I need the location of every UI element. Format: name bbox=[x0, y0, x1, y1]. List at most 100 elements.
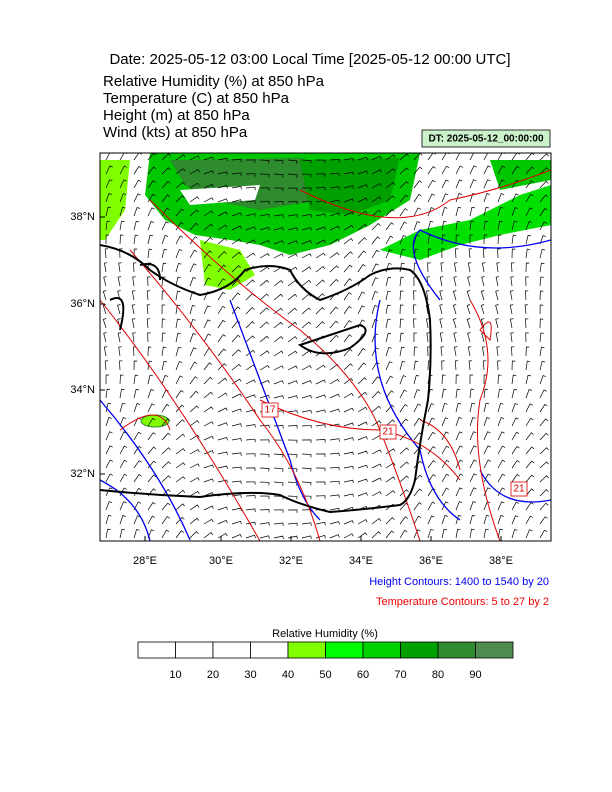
wind-barb bbox=[497, 193, 505, 203]
wind-barb bbox=[357, 492, 368, 497]
wind-barb bbox=[483, 234, 488, 245]
wind-barb bbox=[301, 159, 312, 164]
wind-barb bbox=[482, 360, 487, 371]
wind-barb bbox=[189, 420, 200, 427]
coastline bbox=[100, 244, 432, 514]
field-line: Temperature (C) at 850 hPa bbox=[103, 90, 290, 107]
wind-barb bbox=[399, 489, 409, 497]
wind-barb bbox=[343, 198, 354, 203]
wind-barb bbox=[287, 280, 298, 287]
wind-barb bbox=[454, 248, 459, 259]
wind-barb bbox=[301, 409, 312, 414]
wind-barb bbox=[413, 193, 422, 203]
wind-barb bbox=[119, 360, 123, 371]
wind-barb bbox=[105, 431, 113, 441]
wind-barb bbox=[539, 235, 547, 245]
wind-barb bbox=[371, 391, 381, 399]
wind-barb bbox=[203, 450, 214, 455]
wind-barb bbox=[453, 276, 457, 287]
wind-barb bbox=[329, 265, 339, 273]
wind-barb bbox=[217, 171, 228, 175]
wind-barb bbox=[357, 450, 368, 455]
wind-barb bbox=[399, 389, 407, 399]
wind-barb bbox=[413, 346, 418, 357]
wind-barb bbox=[217, 465, 228, 470]
wind-barb bbox=[525, 446, 535, 455]
wind-barb bbox=[357, 210, 368, 217]
wind-barb bbox=[399, 346, 405, 357]
wind-barb bbox=[399, 221, 407, 231]
wind-barb bbox=[301, 522, 312, 526]
wind-barb bbox=[287, 227, 298, 231]
wind-barb bbox=[245, 226, 256, 231]
wind-barb bbox=[452, 290, 457, 301]
wind-barb bbox=[231, 292, 241, 301]
wind-barb bbox=[539, 418, 549, 427]
wind-barb bbox=[118, 346, 122, 357]
humid-region bbox=[380, 185, 551, 260]
wind-barb bbox=[539, 167, 549, 175]
wind-barb bbox=[427, 417, 435, 427]
wind-barb bbox=[357, 348, 366, 357]
wind-barb bbox=[105, 473, 113, 483]
wind-barb bbox=[495, 276, 500, 287]
wind-barb bbox=[466, 304, 471, 315]
wind-barb bbox=[511, 388, 518, 399]
wind-barb bbox=[203, 319, 211, 329]
wind-barb bbox=[539, 502, 549, 511]
wind-barb bbox=[273, 240, 284, 245]
wind-barb bbox=[329, 466, 340, 471]
wind-barb bbox=[259, 522, 270, 526]
wind-barb bbox=[497, 431, 505, 441]
colorbar-swatch bbox=[287, 641, 326, 659]
wind-barb bbox=[469, 402, 475, 413]
wind-barb bbox=[217, 363, 227, 371]
wind-barb bbox=[203, 421, 214, 427]
wind-barb bbox=[147, 529, 155, 539]
wind-barb bbox=[357, 305, 365, 315]
wind-barb bbox=[525, 529, 533, 539]
wind-barb bbox=[469, 388, 475, 399]
wind-barb bbox=[133, 501, 142, 511]
wind-barb bbox=[539, 153, 549, 161]
wind-barb bbox=[496, 346, 500, 357]
wind-barb bbox=[399, 447, 409, 455]
wind-barb bbox=[245, 186, 256, 191]
wind-barb bbox=[385, 182, 396, 189]
wind-barb bbox=[103, 332, 107, 343]
wind-barb bbox=[412, 304, 417, 315]
wind-barb bbox=[287, 350, 298, 357]
wind-barb bbox=[105, 459, 114, 469]
wind-barb bbox=[203, 237, 213, 245]
wind-barb bbox=[245, 239, 256, 245]
wind-barb bbox=[245, 467, 256, 471]
wind-barb bbox=[287, 293, 298, 301]
wind-barb bbox=[510, 332, 514, 343]
wind-barb bbox=[315, 467, 326, 472]
wind-barb bbox=[343, 520, 354, 525]
wind-barb bbox=[203, 277, 212, 287]
wind-barb bbox=[525, 432, 534, 441]
wind-barb bbox=[119, 388, 125, 399]
wind-barb bbox=[217, 451, 228, 455]
wind-barb bbox=[231, 423, 242, 427]
wind-barb bbox=[231, 452, 242, 456]
wind-barb bbox=[357, 362, 367, 371]
wind-barb bbox=[217, 436, 228, 441]
wind-barb bbox=[273, 227, 284, 231]
wind-barb bbox=[329, 252, 340, 259]
wind-barb bbox=[371, 531, 381, 539]
wind-barb bbox=[329, 393, 340, 399]
colorbar-label: 40 bbox=[282, 669, 294, 681]
wind-barb bbox=[131, 290, 136, 301]
wind-barb bbox=[539, 304, 544, 315]
wind-barb bbox=[161, 221, 169, 231]
wind-barb bbox=[189, 463, 200, 469]
wind-barb bbox=[539, 208, 548, 217]
wind-barb bbox=[357, 264, 366, 273]
wind-barb bbox=[539, 248, 546, 259]
wind-barb bbox=[455, 445, 463, 455]
wind-barb bbox=[287, 365, 298, 371]
wind-barb bbox=[399, 529, 408, 539]
wind-barb bbox=[161, 360, 168, 371]
